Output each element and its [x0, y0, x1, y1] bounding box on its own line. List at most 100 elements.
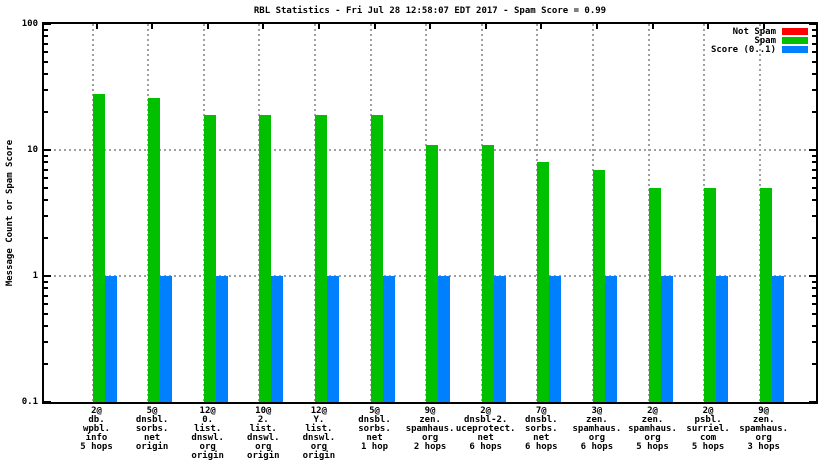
y-minor-tick-right: [812, 161, 816, 164]
y-minor-tick-right: [812, 35, 816, 38]
y-minor-tick-left: [44, 237, 48, 240]
spam-bar: [92, 93, 105, 402]
x-category-line: spamhaus.: [405, 424, 455, 434]
score-bar: [604, 276, 617, 402]
x-category-line: 0.: [202, 415, 214, 425]
y-minor-tick-right: [812, 73, 816, 76]
spam-bar: [704, 187, 717, 402]
x-category-line: sorbs.: [135, 424, 169, 434]
y-tick-label: 100: [21, 19, 38, 29]
y-minor-tick-right: [812, 111, 816, 114]
y-minor-tick-right: [812, 199, 816, 202]
x-category-line: 6 hops: [525, 442, 558, 452]
x-category-label: 10@ 2. list. dnswl. org origin: [228, 407, 298, 461]
x-category-line: net: [366, 433, 383, 443]
legend: Not Spam Spam Score (0..1): [711, 26, 808, 55]
x-category-line: db.: [88, 415, 105, 425]
x-category-line: dnswl.: [302, 433, 336, 443]
x-category-line: 5@: [146, 406, 158, 416]
y-minor-tick-right: [812, 176, 816, 179]
x-category-line: 3 hops: [747, 442, 780, 452]
legend-label-not-spam: Not Spam: [732, 26, 776, 37]
y-major-tick-left: [44, 149, 51, 151]
x-category-line: list.: [194, 424, 222, 434]
x-category-line: 9@: [758, 406, 770, 416]
x-category-line: 6 hops: [580, 442, 614, 452]
y-minor-tick-left: [44, 42, 48, 45]
y-minor-tick-right: [812, 325, 816, 328]
legend-swatch-spam: [782, 37, 808, 44]
x-tick-top: [429, 24, 432, 29]
x-category-line: origin: [302, 451, 336, 461]
x-tick-top: [95, 24, 98, 29]
score-bar: [549, 276, 562, 402]
y-tick-label: 0.1: [21, 397, 38, 407]
x-category-line: spamhaus.: [572, 424, 622, 434]
x-tick-top: [206, 24, 209, 29]
x-category-line: 5 hops: [80, 442, 113, 452]
y-minor-tick-right: [812, 363, 816, 366]
y-minor-tick-right: [812, 154, 816, 157]
score-bar: [104, 276, 117, 402]
y-axis-title-text: Message Count or Spam Score: [5, 139, 15, 287]
score-bar: [771, 276, 784, 402]
x-category-line: psbl.: [694, 415, 722, 425]
x-category-line: 3@: [591, 406, 603, 416]
score-bar: [382, 276, 395, 402]
x-tick-top: [707, 24, 710, 29]
y-minor-tick-left: [44, 287, 48, 290]
x-category-line: org: [588, 433, 606, 443]
x-category-line: sorbs.: [525, 424, 558, 434]
x-category-line: 12@: [310, 406, 328, 416]
y-minor-tick-left: [44, 176, 48, 179]
x-tick-top: [373, 24, 376, 29]
y-minor-tick-left: [44, 28, 48, 31]
x-category-line: 2 hops: [413, 442, 447, 452]
chart-title: RBL Statistics - Fri Jul 28 12:58:07 EDT…: [253, 6, 607, 16]
y-minor-tick-left: [44, 363, 48, 366]
x-tick-top: [484, 24, 487, 29]
y-minor-tick-left: [44, 294, 48, 297]
y-minor-tick-right: [812, 50, 816, 53]
x-category-line: uceprotect.: [455, 424, 516, 434]
x-category-line: 2@: [480, 406, 492, 416]
x-category-line: dnsbl.: [135, 415, 169, 425]
x-category-line: 2@: [647, 406, 658, 416]
x-category-line: 2.: [257, 415, 269, 425]
x-category-line: zen.: [419, 415, 441, 425]
spam-bar: [148, 97, 161, 402]
x-category-line: net: [143, 433, 161, 443]
x-category-label: 3@ zen. spamhaus. org 6 hops: [562, 407, 632, 452]
y-minor-tick-right: [812, 168, 816, 171]
spam-bar: [648, 187, 661, 402]
spam-bar: [537, 162, 550, 402]
bars-layer: [44, 24, 816, 402]
score-bar: [716, 276, 729, 402]
y-major-tick-right: [809, 23, 816, 25]
x-category-line: dnsbl-2.: [464, 415, 508, 425]
y-tick-label: 10: [27, 145, 38, 155]
x-category-line: org: [755, 433, 772, 443]
x-tick-top: [317, 24, 320, 29]
score-bar: [493, 276, 506, 402]
x-category-line: dnsbl.: [525, 415, 558, 425]
y-minor-tick-right: [812, 312, 816, 315]
x-category-line: dnswl.: [247, 433, 280, 443]
x-tick-top: [262, 24, 265, 29]
y-minor-tick-right: [812, 287, 816, 290]
x-tick-top: [540, 24, 543, 29]
legend-label-spam: Spam: [754, 35, 776, 46]
x-category-label: 12@ Y. list. dnswl. org origin: [284, 407, 354, 461]
y-minor-tick-right: [812, 60, 816, 63]
x-category-line: org: [199, 442, 216, 452]
y-minor-tick-left: [44, 325, 48, 328]
x-category-line: wpbl.: [82, 424, 111, 434]
legend-swatch-score: [782, 46, 808, 53]
legend-row-not-spam: Not Spam: [711, 26, 808, 37]
x-category-label: 2@ psbl. surriel. com 5 hops: [673, 407, 743, 452]
y-major-tick-right: [809, 149, 816, 151]
x-category-line: origin: [135, 442, 169, 452]
y-major-tick-left: [44, 275, 51, 277]
x-category-line: 1 hop: [360, 442, 389, 452]
